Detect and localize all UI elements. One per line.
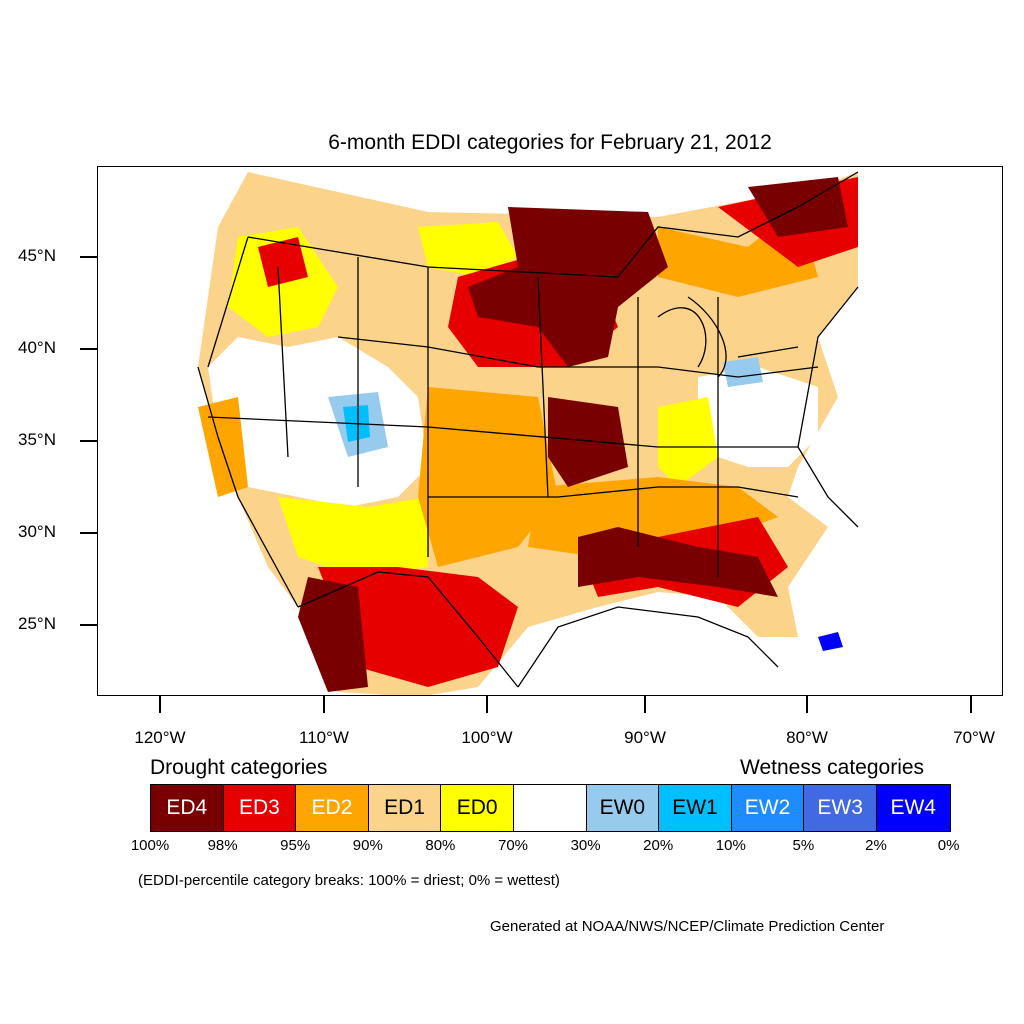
map-canvas — [197, 171, 859, 695]
ed0-north — [418, 222, 518, 277]
white-region-east — [698, 367, 818, 467]
lon-label-70: 70°W — [953, 728, 995, 747]
ed0-sw — [278, 497, 428, 577]
legend-break-label: 70% — [497, 837, 529, 854]
legend-box-ew2: EW2 — [731, 785, 805, 831]
legend-box-near-normal — [513, 785, 587, 831]
legend-box-ed2: ED2 — [296, 785, 369, 831]
legend-break-label: 30% — [570, 837, 601, 854]
legend-break-label: 98% — [207, 837, 238, 854]
legend-box-ew4: EW4 — [876, 785, 950, 831]
lon-label-100: 100°W — [461, 728, 513, 747]
lat-label-40: 40°N — [18, 338, 56, 357]
ew4-bahamas — [818, 632, 843, 651]
legend-box-ed0: ED0 — [441, 785, 514, 831]
legend-box-ew0: EW0 — [586, 785, 660, 831]
legend-break-label: 20% — [643, 837, 674, 854]
lon-tick-100 — [486, 696, 488, 713]
lon-tick-80 — [806, 696, 808, 713]
ed3-texas — [318, 567, 518, 687]
lon-label-110: 110°W — [299, 728, 349, 747]
ed4-upper-midwest — [468, 207, 668, 367]
legend-break-label: 0% — [937, 837, 960, 854]
wetness-heading: Wetness categories — [740, 756, 925, 779]
legend-break-label: 95% — [280, 837, 311, 854]
legend-box-ew3: EW3 — [804, 785, 877, 831]
legend-box-ed3: ED3 — [223, 785, 297, 831]
map-title: 6-month EDDI categories for February 21,… — [328, 131, 772, 154]
legend-box-ed4: ED4 — [151, 785, 224, 831]
boundaries — [197, 171, 859, 688]
credit-line: Generated at NOAA/NWS/NCEP/Climate Predi… — [490, 918, 885, 935]
lon-tick-90 — [644, 696, 646, 713]
legend-color-bar: ED4 ED3 ED2 ED1 ED0 EW0 EW1 EW2 EW3 EW4 — [150, 784, 951, 832]
lat-tick-25 — [80, 624, 97, 626]
legend-break-label: 2% — [865, 837, 887, 854]
drought-heading: Drought categories — [150, 756, 328, 779]
lat-label-35: 35°N — [18, 430, 56, 449]
legend-break-label: 5% — [792, 837, 815, 854]
lat-tick-35 — [80, 440, 97, 442]
legend-break-label: 90% — [352, 837, 383, 854]
legend-break-label: 80% — [425, 837, 456, 854]
ed0-midwest — [658, 397, 718, 487]
lon-label-90: 90°W — [624, 728, 666, 747]
ed2-plains — [418, 387, 558, 567]
lat-tick-30 — [80, 532, 97, 534]
ed4-ozarks — [548, 397, 628, 487]
ed4-southeast — [578, 527, 778, 597]
legend-box-ed1: ED1 — [368, 785, 442, 831]
legend-break-label: 100% — [130, 837, 170, 854]
legend-break-label: 10% — [715, 837, 746, 854]
lon-tick-70 — [970, 696, 972, 713]
eddi-map — [97, 166, 1003, 696]
legend-box-ew1: EW1 — [659, 785, 732, 831]
legend-note: (EDDI-percentile category breaks: 100% =… — [138, 872, 560, 889]
lon-tick-110 — [323, 696, 325, 713]
lon-label-80: 80°W — [786, 728, 828, 747]
lat-label-25: 25°N — [18, 614, 56, 633]
ed3-northwest — [258, 237, 308, 287]
ed2-west — [198, 397, 248, 497]
lat-tick-45 — [80, 256, 97, 258]
lon-label-120: 120°W — [134, 728, 186, 747]
lat-label-30: 30°N — [18, 522, 56, 541]
lat-tick-40 — [80, 348, 97, 350]
ew0-greatlakes — [723, 357, 763, 387]
ed4-mexico — [298, 577, 368, 692]
lat-label-45: 45°N — [18, 246, 56, 265]
lon-tick-120 — [159, 696, 161, 713]
